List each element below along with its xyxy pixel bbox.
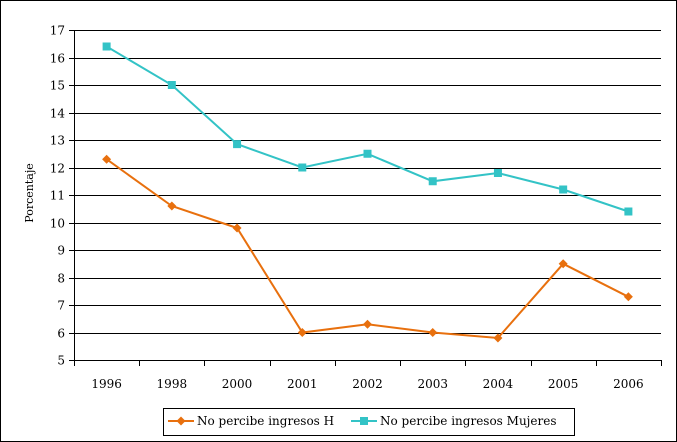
x-tick-label: 2000 <box>222 377 253 391</box>
y-tick-label: 8 <box>57 272 65 286</box>
x-tick-label: 1996 <box>91 377 122 391</box>
legend-label-mujeres: No percibe ingresos Mujeres <box>380 414 557 428</box>
y-tick-label: 10 <box>50 217 65 231</box>
x-tick-label: 2001 <box>287 377 318 391</box>
data-point-h <box>623 292 633 302</box>
data-point-mujeres <box>167 81 176 89</box>
x-tick-label: 2005 <box>548 377 579 391</box>
data-point-h <box>297 328 307 337</box>
data-point-mujeres <box>102 42 111 51</box>
y-tick-label: 5 <box>57 354 65 368</box>
data-point-h <box>167 201 177 211</box>
grid-lines <box>74 30 661 334</box>
data-point-h <box>428 328 438 337</box>
y-tick-label: 13 <box>50 134 65 148</box>
y-axis-title: Porcentaje <box>23 163 36 223</box>
data-point-mujeres <box>363 149 372 158</box>
y-tick-label: 12 <box>50 162 65 176</box>
x-tick-label: 2002 <box>352 377 383 391</box>
data-point-mujeres <box>298 163 307 172</box>
y-tick-label: 6 <box>57 327 65 341</box>
series-layer <box>102 42 633 343</box>
x-tick-label: 2004 <box>483 377 514 391</box>
data-point-h <box>558 259 568 269</box>
data-point-h <box>363 319 372 329</box>
y-tick-label: 9 <box>57 244 65 258</box>
data-point-mujeres <box>559 185 568 194</box>
x-tick-label: 2003 <box>417 377 448 391</box>
legend-label-h: No percibe ingresos H <box>197 414 334 428</box>
legend-marker-mujeres <box>360 417 368 425</box>
data-point-h <box>232 223 242 233</box>
data-point-h <box>102 154 112 164</box>
x-tick-label: 1998 <box>157 377 188 391</box>
data-point-mujeres <box>493 169 502 177</box>
y-tick-label: 7 <box>57 299 65 313</box>
y-tick-label: 17 <box>50 24 65 38</box>
x-tick-label: 2006 <box>613 377 644 391</box>
data-point-mujeres <box>233 140 242 149</box>
legend: No percibe ingresos H No percibe ingreso… <box>163 408 575 436</box>
y-tick-label: 11 <box>50 189 65 203</box>
y-tick-label: 16 <box>50 52 65 66</box>
data-point-h <box>493 333 503 343</box>
legend-marker-h <box>176 416 186 426</box>
y-tick-label: 14 <box>50 107 66 121</box>
axes: 5 6 7 8 9 10 11 12 13 14 15 16 17 1996 1998 2000 2001 200… <box>50 24 662 391</box>
y-tick-label: 15 <box>50 79 65 93</box>
data-point-mujeres <box>624 207 633 216</box>
data-point-mujeres <box>428 177 437 186</box>
